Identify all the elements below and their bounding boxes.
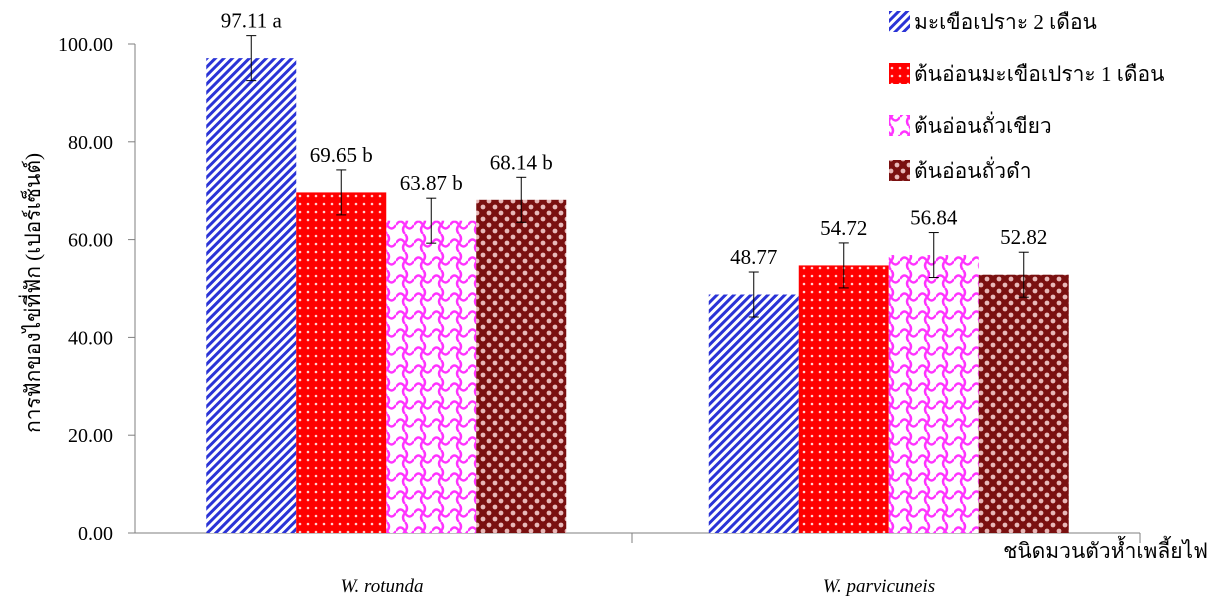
legend-swatch-series-1 bbox=[889, 11, 910, 32]
data-label: 52.82 bbox=[1000, 225, 1047, 249]
data-label: 97.11 a bbox=[221, 9, 283, 33]
data-label: 69.65 b bbox=[310, 143, 373, 167]
data-label: 56.84 bbox=[910, 206, 958, 230]
legend-label-series-2: ต้นอ่อนมะเขือเปราะ 1 เดือน bbox=[914, 62, 1164, 86]
y-tick-label: 100.00 bbox=[58, 34, 113, 56]
bar-series-1-category-2 bbox=[708, 294, 799, 533]
y-ticks: 0.00 20.00 40.00 60.00 80.00 100.00 bbox=[58, 34, 135, 545]
y-tick-label: 20.00 bbox=[68, 425, 113, 447]
legend-swatch-series-4 bbox=[889, 160, 910, 181]
bar-series-4-category-1 bbox=[476, 199, 567, 533]
category-label-parvicuneis: W. parvicuneis bbox=[823, 576, 935, 597]
data-label: 68.14 b bbox=[490, 150, 553, 174]
y-tick-label: 0.00 bbox=[78, 523, 113, 545]
bar-series-2-category-1 bbox=[296, 192, 387, 533]
y-axis-title: การฟักของไข่ที่ฟัก (เปอร์เซ็นต์) bbox=[18, 153, 45, 433]
bars bbox=[206, 58, 1069, 533]
error-bars bbox=[246, 35, 1029, 318]
y-tick-label: 40.00 bbox=[68, 327, 113, 349]
legend-label-series-3: ต้นอ่อนถั่วเขียว bbox=[914, 111, 1052, 138]
legend-swatch-series-3 bbox=[889, 115, 910, 136]
legend: มะเขือเปราะ 2 เดือน ต้นอ่อนมะเขือเปราะ 1… bbox=[889, 10, 1164, 183]
category-labels: W. rotunda W. parvicuneis bbox=[340, 576, 935, 597]
bar-series-3-category-1 bbox=[386, 220, 477, 533]
data-label: 63.87 b bbox=[400, 171, 463, 195]
y-tick-label: 80.00 bbox=[68, 132, 113, 154]
y-tick-label: 60.00 bbox=[68, 230, 113, 252]
bar-series-4-category-2 bbox=[978, 274, 1069, 533]
data-label: 48.77 bbox=[730, 245, 777, 269]
legend-label-series-4: ต้นอ่อนถั่วดำ bbox=[914, 156, 1032, 183]
bar-series-3-category-2 bbox=[888, 255, 979, 533]
legend-swatch-series-2 bbox=[889, 63, 910, 84]
category-label-rotunda: W. rotunda bbox=[340, 576, 423, 597]
legend-label-series-1: มะเขือเปราะ 2 เดือน bbox=[914, 10, 1097, 34]
data-label: 54.72 bbox=[820, 216, 867, 240]
bar-series-1-category-1 bbox=[206, 58, 297, 533]
data-labels: 97.11 a 69.65 b 63.87 b 68.14 b 48.77 54.72 56… bbox=[221, 9, 1048, 269]
bar-series-2-category-2 bbox=[798, 265, 889, 533]
x-axis-title: ชนิดมวนตัวห้ำเพลี้ยไฟ bbox=[1003, 536, 1208, 563]
